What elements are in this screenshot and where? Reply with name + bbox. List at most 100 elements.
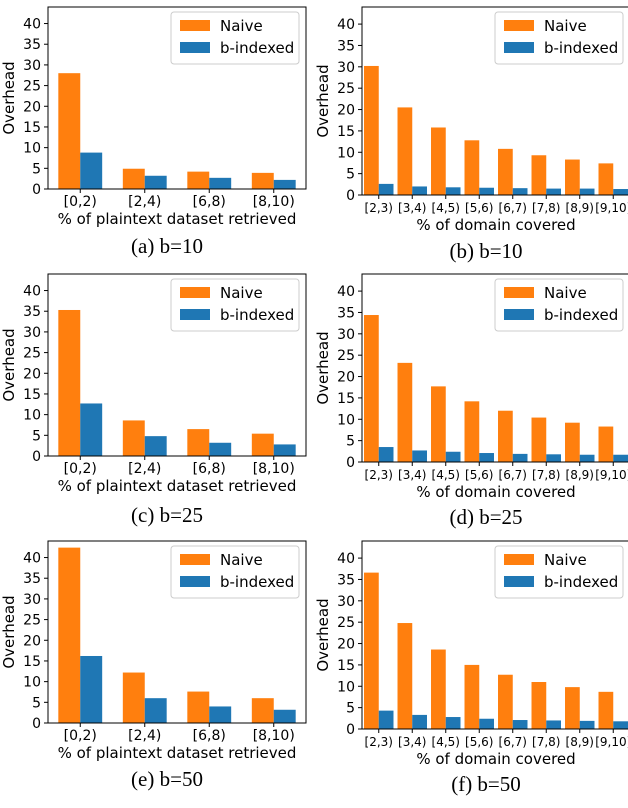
chart-panel-2: 0 5 10 15 20 25 30 35 40 [2,3) [3,4) [4,5) [5,6) [6,7… bbox=[314, 6, 628, 263]
bar-b-indexed bbox=[273, 709, 296, 723]
bar-naive bbox=[531, 682, 547, 729]
bar-naive bbox=[431, 386, 446, 462]
y-tick-label: 20 bbox=[337, 370, 355, 386]
axes-frame bbox=[47, 540, 307, 724]
legend: Naive b-indexed bbox=[170, 278, 300, 332]
legend: Naive b-indexed bbox=[494, 278, 624, 332]
legend: Naive b-indexed bbox=[494, 545, 624, 599]
x-tick-label: [2,4) bbox=[128, 194, 161, 210]
bar-naive bbox=[498, 410, 513, 462]
legend-label: Naive bbox=[544, 17, 587, 35]
subfigure-caption: (e) b=50 bbox=[131, 767, 203, 791]
x-tick-label: [2,4) bbox=[128, 728, 161, 744]
x-axis-label: % of domain covered bbox=[416, 483, 575, 501]
bar-naive bbox=[122, 672, 145, 723]
y-tick-label: 0 bbox=[32, 182, 41, 198]
x-tick-label: [8,9) bbox=[566, 735, 594, 749]
y-tick-label: 5 bbox=[346, 434, 355, 450]
bar-b-indexed bbox=[579, 720, 595, 729]
legend-label: Naive bbox=[220, 17, 263, 35]
subfigure-caption: (c) b=25 bbox=[131, 503, 203, 527]
y-tick-label: 30 bbox=[337, 327, 355, 343]
y-tick-label: 0 bbox=[32, 449, 41, 465]
y-tick-label: 25 bbox=[337, 615, 355, 631]
legend-label: Naive bbox=[544, 551, 587, 569]
bar-naive bbox=[187, 691, 210, 723]
x-tick-label: [8,10) bbox=[253, 194, 295, 210]
legend-swatch bbox=[504, 576, 534, 587]
x-tick-label: [2,3) bbox=[365, 201, 393, 215]
bar-naive bbox=[431, 649, 446, 729]
y-axis-label: Overhead bbox=[314, 331, 332, 404]
bar-b-indexed bbox=[209, 442, 232, 456]
y-tick-label: 10 bbox=[23, 141, 41, 157]
bar-naive bbox=[397, 362, 413, 462]
bar-naive bbox=[498, 148, 513, 195]
subfigure-caption: (b) b=10 bbox=[449, 239, 522, 263]
bar-naive bbox=[187, 429, 210, 456]
y-tick-label: 40 bbox=[337, 17, 355, 33]
bar-naive bbox=[364, 572, 379, 729]
y-tick-label: 15 bbox=[23, 120, 41, 136]
x-tick-label: [0,2) bbox=[64, 194, 97, 210]
axes-frame bbox=[361, 540, 628, 730]
bar-naive bbox=[364, 315, 379, 462]
legend-swatch bbox=[504, 20, 534, 31]
bar-b-indexed bbox=[512, 188, 528, 195]
x-tick-label: [4,5) bbox=[432, 201, 460, 215]
bar-naive bbox=[122, 420, 145, 456]
legend: Naive b-indexed bbox=[170, 11, 300, 65]
bar-naive bbox=[397, 623, 413, 729]
legend-swatch bbox=[180, 20, 210, 31]
bar-b-indexed bbox=[479, 187, 494, 195]
bar-naive bbox=[58, 309, 81, 456]
bar-naive bbox=[397, 107, 413, 195]
bar-naive bbox=[598, 426, 614, 462]
y-tick-label: 15 bbox=[337, 124, 355, 140]
y-tick-label: 40 bbox=[337, 551, 355, 567]
bar-b-indexed bbox=[378, 710, 394, 729]
bar-b-indexed bbox=[412, 186, 427, 195]
bar-naive bbox=[464, 664, 480, 729]
x-tick-label: [8,10) bbox=[253, 461, 295, 477]
bar-naive bbox=[498, 674, 513, 729]
x-tick-label: [4,5) bbox=[432, 735, 460, 749]
y-tick-label: 40 bbox=[23, 551, 41, 567]
y-tick-label: 10 bbox=[337, 679, 355, 695]
y-tick-label: 15 bbox=[23, 387, 41, 403]
x-tick-label: [2,3) bbox=[365, 735, 393, 749]
x-tick-label: [3,4) bbox=[398, 735, 426, 749]
x-tick-label: [7,8) bbox=[532, 468, 560, 482]
x-tick-label: [3,4) bbox=[398, 468, 426, 482]
legend-swatch bbox=[504, 554, 534, 565]
y-tick-label: 15 bbox=[23, 654, 41, 670]
legend-label: b-indexed bbox=[544, 306, 618, 324]
x-tick-label: [7,8) bbox=[532, 735, 560, 749]
y-tick-label: 10 bbox=[337, 145, 355, 161]
axes-frame bbox=[47, 6, 307, 190]
bar-b-indexed bbox=[80, 403, 103, 456]
x-tick-label: [8,9) bbox=[566, 201, 594, 215]
y-tick-label: 25 bbox=[337, 81, 355, 97]
y-axis-label: Overhead bbox=[314, 598, 332, 671]
bar-naive bbox=[431, 127, 446, 195]
bar-naive bbox=[122, 168, 145, 189]
y-tick-label: 20 bbox=[23, 366, 41, 382]
y-tick-label: 0 bbox=[346, 722, 355, 738]
x-tick-label: [3,4) bbox=[398, 201, 426, 215]
chart-panel-5: 0 5 10 15 20 25 30 35 40 [0,2) [2,4) [6,8) [8,10)% o… bbox=[0, 540, 307, 791]
y-tick-label: 20 bbox=[23, 633, 41, 649]
bar-naive bbox=[251, 698, 274, 723]
legend-swatch bbox=[180, 576, 210, 587]
bar-b-indexed bbox=[613, 454, 628, 462]
x-tick-label: [4,5) bbox=[432, 468, 460, 482]
subfigure-caption: (f) b=50 bbox=[451, 772, 521, 796]
y-tick-label: 35 bbox=[23, 304, 41, 320]
bar-b-indexed bbox=[144, 175, 167, 189]
x-tick-label: [0,2) bbox=[64, 461, 97, 477]
x-tick-label: [6,7) bbox=[499, 468, 527, 482]
y-tick-label: 20 bbox=[337, 103, 355, 119]
y-axis-label: Overhead bbox=[0, 61, 18, 134]
bar-b-indexed bbox=[80, 655, 103, 723]
y-tick-label: 10 bbox=[23, 408, 41, 424]
